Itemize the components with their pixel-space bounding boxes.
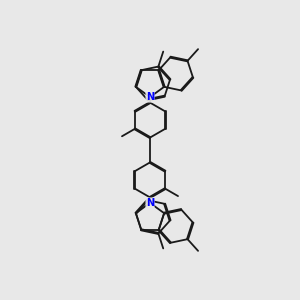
Text: N: N [146, 198, 154, 208]
Text: N: N [146, 92, 154, 102]
Text: N: N [146, 92, 154, 102]
Text: N: N [146, 198, 154, 208]
